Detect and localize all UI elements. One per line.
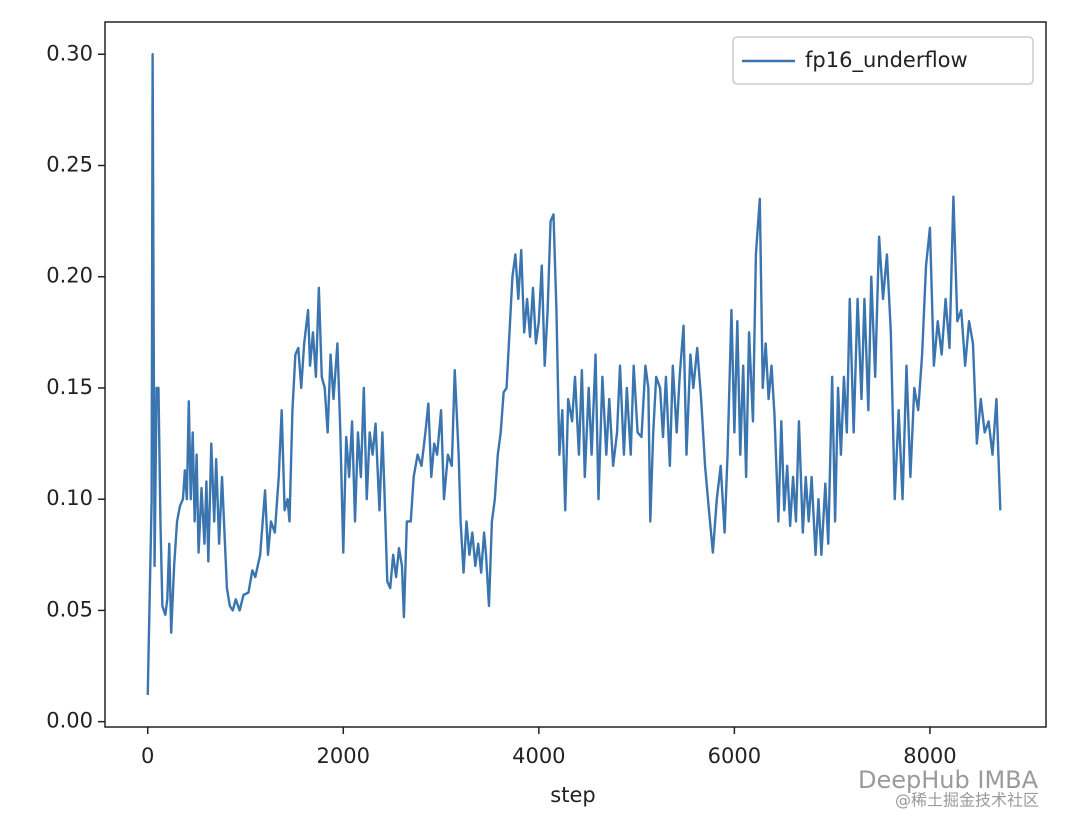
x-tick-label: 8000 bbox=[903, 744, 956, 768]
x-tick-label: 0 bbox=[141, 744, 154, 768]
legend-label: fp16_underflow bbox=[805, 48, 968, 73]
x-tick-label: 4000 bbox=[512, 744, 565, 768]
x-tick-label: 2000 bbox=[317, 744, 370, 768]
y-tick-label: 0.25 bbox=[46, 152, 93, 176]
x-tick-label: 6000 bbox=[708, 744, 761, 768]
y-tick-label: 0.30 bbox=[46, 41, 93, 65]
y-tick-label: 0.05 bbox=[46, 597, 93, 621]
x-axis-label: step bbox=[550, 783, 595, 807]
watermark-source: @稀土掘金技术社区 bbox=[895, 791, 1039, 810]
y-tick-label: 0.10 bbox=[46, 486, 93, 510]
legend-box bbox=[732, 36, 1034, 85]
y-tick-label: 0.15 bbox=[46, 375, 93, 399]
watermark-brand: DeepHub IMBA bbox=[858, 766, 1039, 794]
y-tick-label: 0.00 bbox=[46, 709, 93, 733]
y-tick-label: 0.20 bbox=[46, 264, 93, 288]
data-line bbox=[146, 53, 1002, 695]
plot-frame bbox=[104, 21, 1047, 728]
